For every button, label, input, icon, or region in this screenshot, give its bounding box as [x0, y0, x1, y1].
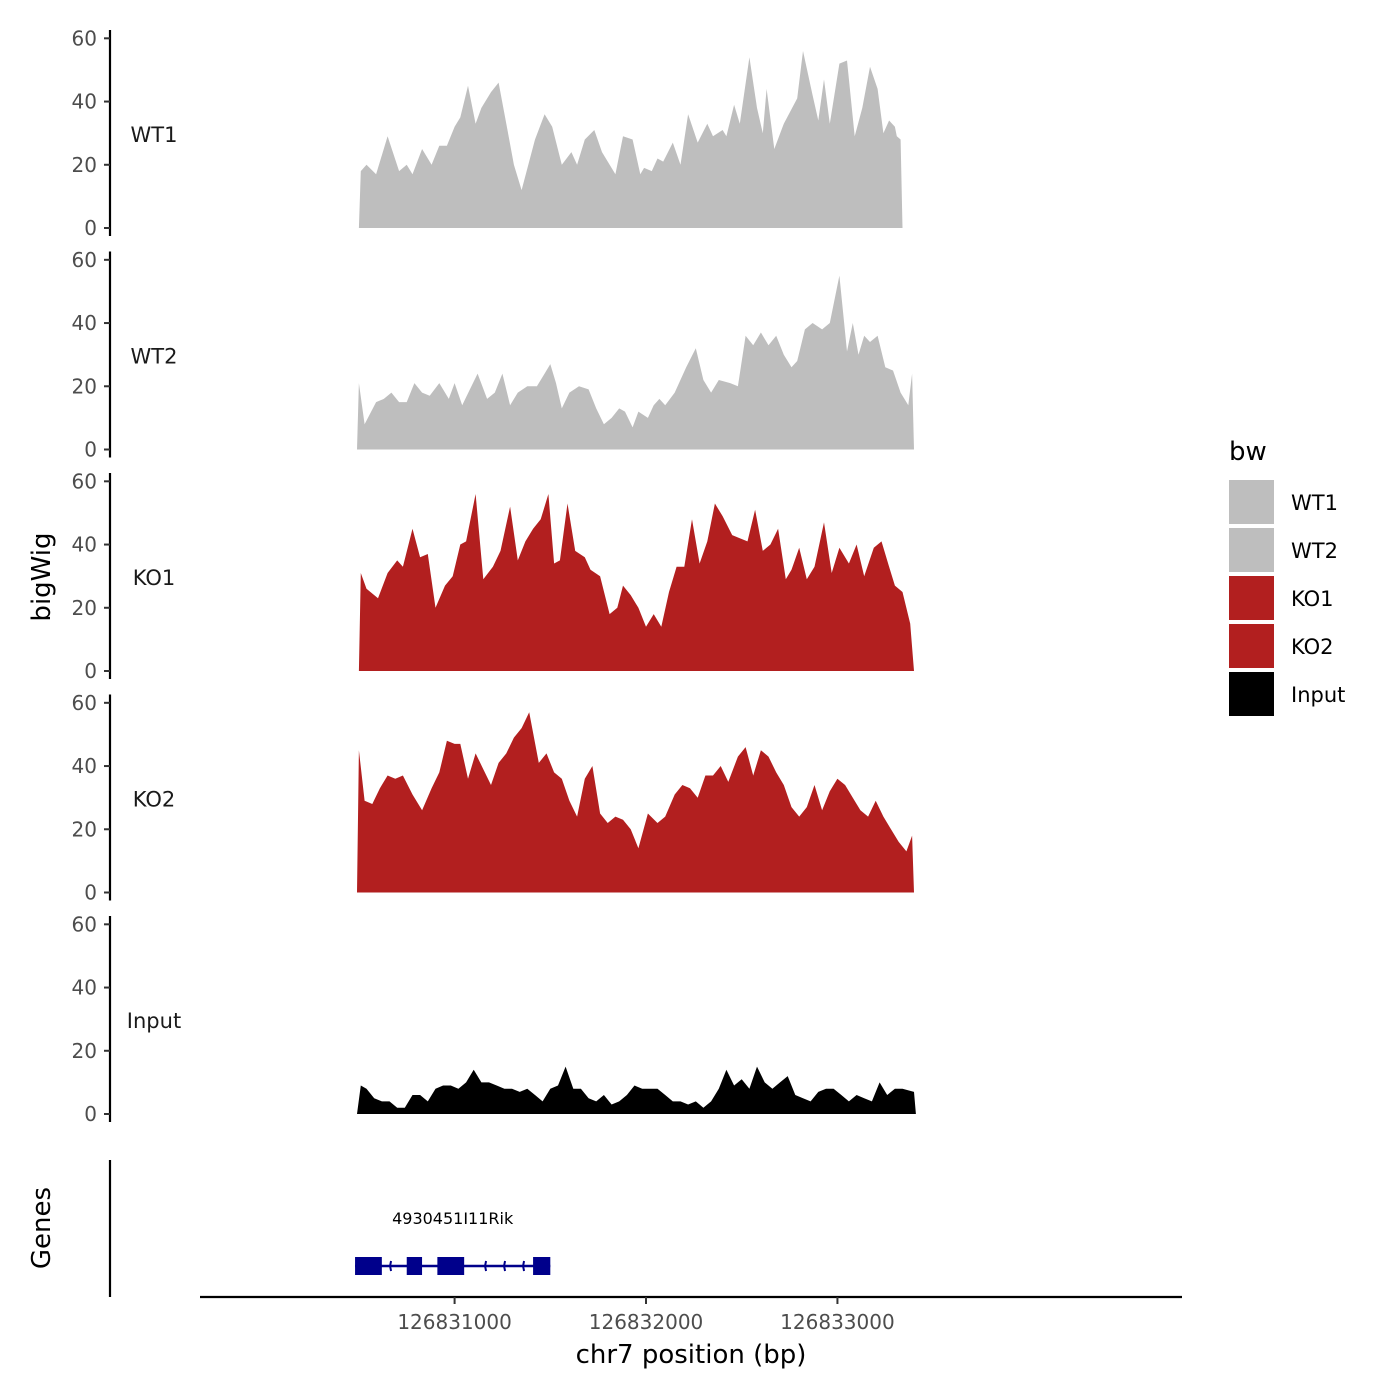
gene-name-label: 4930451I11Rik: [392, 1209, 514, 1228]
x-axis-title: chr7 position (bp): [576, 1340, 807, 1370]
coverage-tracks: 0 20 40 60 WT1 0 20 40 60 WT2 0 20 40 60 KO1 0 20 40 60 KO2…: [72, 26, 916, 1126]
legend-title: bw: [1229, 437, 1267, 467]
track-wt2: 0 20 40 60 WT2: [72, 248, 914, 462]
strand-arrow: [522, 1260, 526, 1272]
gene-exon: [355, 1257, 382, 1275]
track-label: Input: [127, 1009, 181, 1033]
gene-exon: [406, 1257, 423, 1275]
legend-swatch-ko2: [1229, 624, 1274, 668]
track-label: KO2: [133, 788, 176, 812]
legend: bw WT1 WT2 KO1 KO2 Input: [1229, 437, 1345, 716]
y-tick-label: 0: [84, 659, 97, 683]
legend-swatch-input: [1229, 672, 1274, 716]
track-ko2: 0 20 40 60 KO2: [72, 691, 914, 905]
y-tick-label: 20: [72, 153, 97, 177]
strand-arrow: [389, 1260, 393, 1272]
track-label: WT1: [131, 123, 178, 147]
legend-swatch-wt2: [1229, 528, 1274, 572]
coverage-area-wt1: [358, 51, 903, 228]
y-tick-label: 40: [72, 533, 97, 557]
y-tick-label: 0: [84, 881, 97, 905]
y-tick-label: 0: [84, 438, 97, 462]
x-axis: 126831000 126832000 126833000: [200, 1295, 1182, 1334]
gene-annotation-panel: 4930451I11Rik Genes: [27, 1160, 551, 1297]
y-tick-label: 60: [72, 691, 97, 715]
coverage-area-ko2: [357, 712, 914, 893]
y-tick-label: 0: [84, 216, 97, 240]
y-tick-label: 20: [72, 817, 97, 841]
y-tick-label: 20: [72, 374, 97, 398]
legend-label-wt2: WT2: [1291, 539, 1338, 563]
legend-swatch-ko1: [1229, 576, 1274, 620]
track-label: KO1: [133, 566, 176, 590]
coverage-area-ko1: [358, 494, 914, 671]
legend-label-ko1: KO1: [1291, 587, 1334, 611]
track-ko1: 0 20 40 60 KO1: [72, 469, 914, 683]
gene-exon: [533, 1257, 551, 1275]
coverage-area-wt2: [357, 275, 914, 450]
track-wt1: 0 20 40 60 WT1: [72, 26, 903, 240]
legend-label-wt1: WT1: [1291, 491, 1338, 515]
strand-arrow: [503, 1260, 507, 1272]
legend-label-ko2: KO2: [1291, 635, 1334, 659]
gene-exon: [437, 1257, 465, 1275]
y-tick-label: 60: [72, 26, 97, 50]
y-tick-label: 20: [72, 596, 97, 620]
y-tick-label: 20: [72, 1039, 97, 1063]
gene-model: 4930451I11Rik: [355, 1209, 551, 1275]
x-tick-label: 126831000: [397, 1310, 512, 1334]
legend-label-input: Input: [1291, 683, 1345, 707]
gene-models: 4930451I11Rik: [355, 1209, 551, 1275]
strand-arrow: [484, 1260, 488, 1272]
coverage-area-input: [357, 1066, 916, 1114]
y-tick-label: 0: [84, 1102, 97, 1126]
x-tick-label: 126832000: [589, 1310, 704, 1334]
track-label: WT2: [131, 345, 178, 369]
y-tick-label: 60: [72, 912, 97, 936]
legend-swatch-wt1: [1229, 480, 1274, 524]
y-tick-label: 40: [72, 754, 97, 778]
y-tick-label: 60: [72, 469, 97, 493]
y-tick-label: 60: [72, 248, 97, 272]
y-tick-label: 40: [72, 311, 97, 335]
x-tick-label: 126833000: [780, 1310, 895, 1334]
track-input: 0 20 40 60 Input: [72, 912, 916, 1126]
y-tick-label: 40: [72, 976, 97, 1000]
y-tick-label: 40: [72, 90, 97, 114]
genes-panel-label: Genes: [27, 1187, 57, 1269]
y-axis-title: bigWig: [27, 532, 57, 621]
